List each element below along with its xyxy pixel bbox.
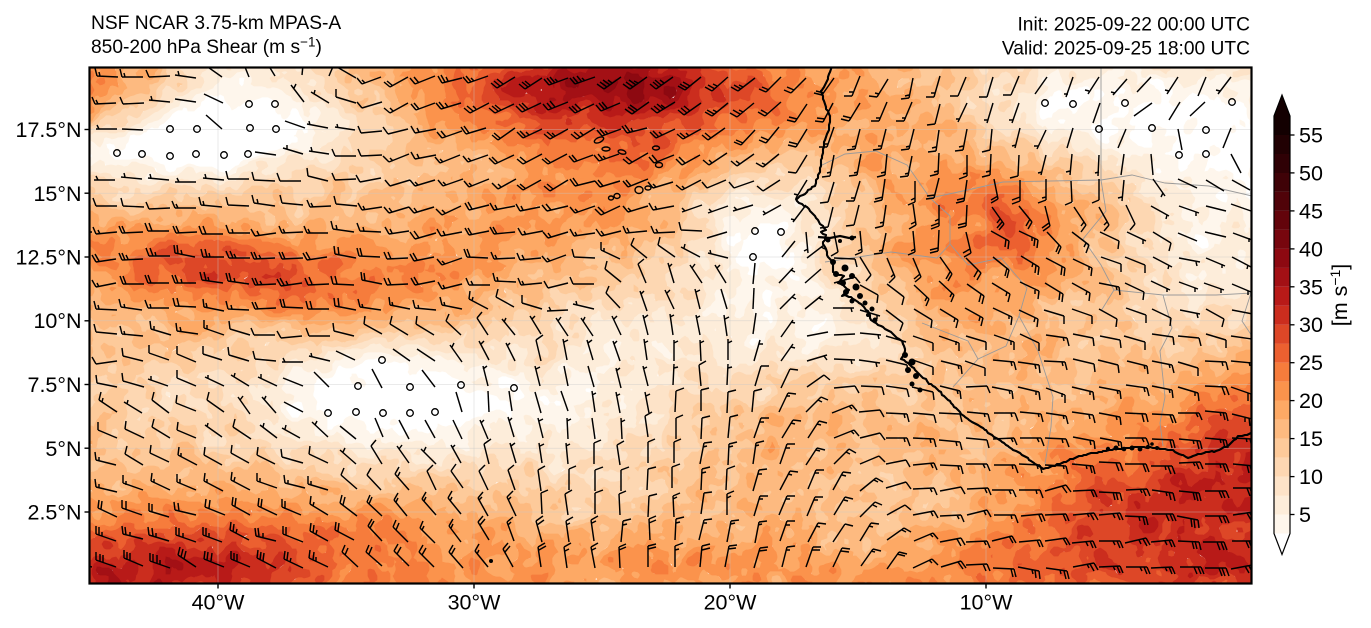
svg-text:30°W: 30°W: [448, 591, 502, 615]
svg-text:15: 15: [1299, 427, 1323, 451]
svg-text:Init: 2025-09-22 00:00 UTC: Init: 2025-09-22 00:00 UTC: [1017, 15, 1250, 36]
svg-text:55: 55: [1299, 124, 1323, 148]
svg-text:50: 50: [1299, 161, 1323, 185]
svg-text:5: 5: [1299, 503, 1311, 527]
svg-text:20°W: 20°W: [704, 591, 758, 615]
svg-text:40: 40: [1299, 237, 1323, 261]
svg-text:40°W: 40°W: [192, 591, 246, 615]
svg-text:10°W: 10°W: [960, 591, 1014, 615]
svg-text:17.5°N: 17.5°N: [16, 118, 82, 142]
svg-text:35: 35: [1299, 275, 1323, 299]
svg-text:12.5°N: 12.5°N: [16, 246, 82, 270]
svg-text:20: 20: [1299, 389, 1323, 413]
svg-text:2.5°N: 2.5°N: [27, 501, 81, 525]
svg-text:10°N: 10°N: [33, 309, 81, 333]
svg-text:15°N: 15°N: [33, 182, 81, 206]
svg-text:5°N: 5°N: [45, 437, 81, 461]
svg-text:10: 10: [1299, 465, 1323, 489]
svg-text:[m s−1]: [m s−1]: [1327, 264, 1352, 327]
svg-text:7.5°N: 7.5°N: [27, 373, 81, 397]
svg-text:30: 30: [1299, 313, 1323, 337]
svg-text:NSF NCAR 3.75-km MPAS-A: NSF NCAR 3.75-km MPAS-A: [91, 13, 341, 34]
svg-text:Valid: 2025-09-25 18:00 UTC: Valid: 2025-09-25 18:00 UTC: [1002, 39, 1250, 60]
svg-text:45: 45: [1299, 199, 1323, 223]
svg-text:850-200 hPa Shear (m s−1): 850-200 hPa Shear (m s−1): [91, 35, 322, 59]
svg-text:25: 25: [1299, 351, 1323, 375]
